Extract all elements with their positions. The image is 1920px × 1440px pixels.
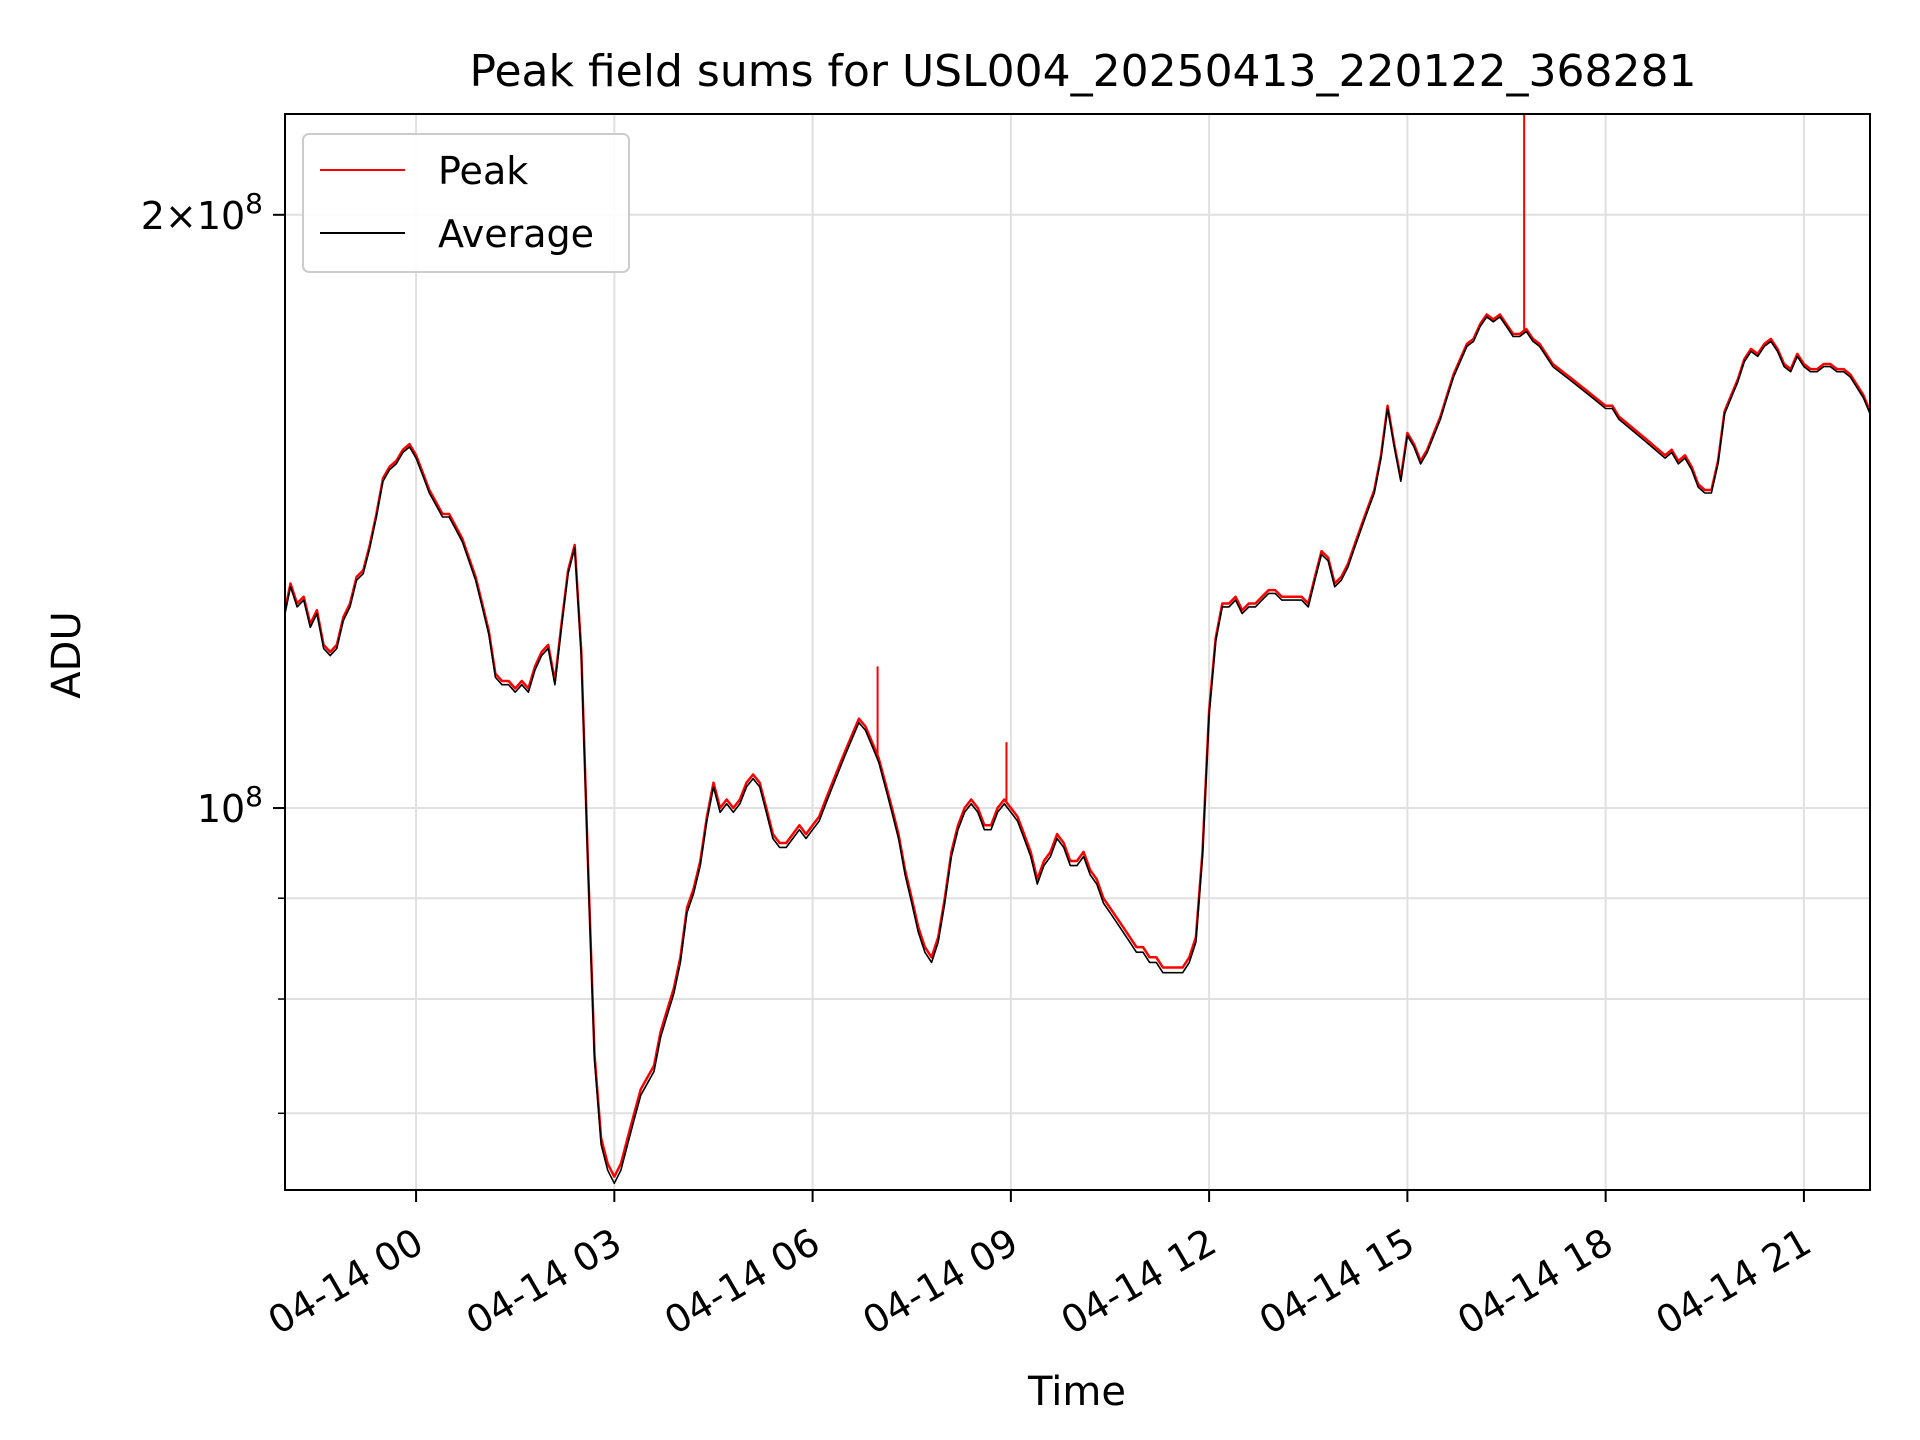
legend: Peak Average (302, 133, 630, 273)
y-axis-label: ADU (44, 611, 90, 698)
plot-background (285, 114, 1870, 1190)
series-layer (285, 114, 1870, 1185)
series-line-peak (285, 313, 1870, 1178)
gridlines (285, 114, 1870, 1190)
x-axis-label: Time (1027, 1369, 1126, 1415)
chart-title: Peak field sums for USL004_20250413_2201… (470, 46, 1697, 97)
series-line-average (285, 316, 1870, 1185)
y-tick-label: 108 (197, 780, 263, 831)
plot-frame (284, 113, 1871, 1191)
plot-area (284, 113, 1871, 1191)
legend-average-label: Average (438, 212, 594, 256)
legend-peak-label: Peak (438, 149, 528, 193)
y-axis-ticks: 108 2×108 (141, 187, 285, 1115)
y-tick-label: 2×108 (141, 187, 263, 238)
legend-box (302, 133, 630, 273)
